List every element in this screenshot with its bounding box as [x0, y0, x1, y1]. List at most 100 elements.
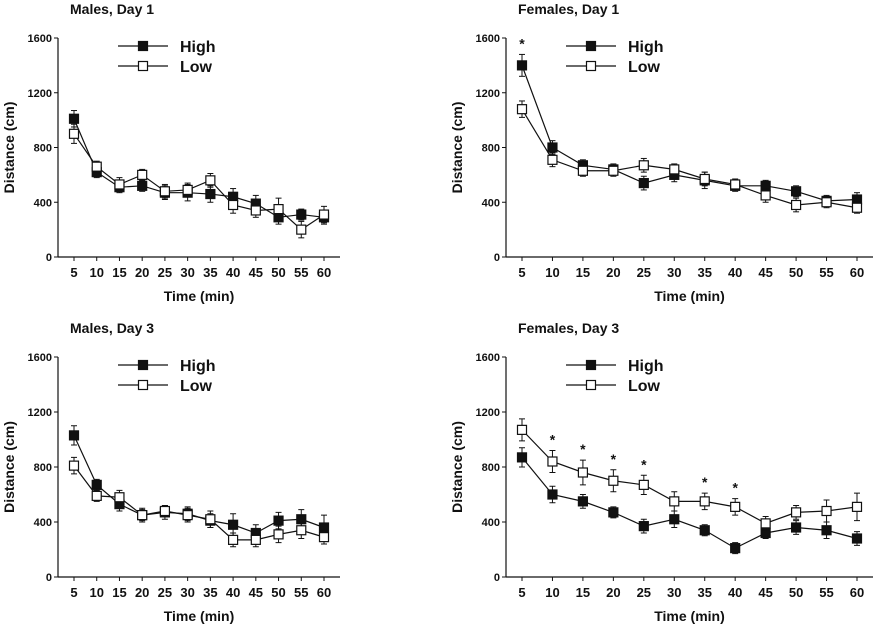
chart-title: Males, Day 3: [70, 320, 154, 336]
x-axis-label: Time (min): [654, 288, 725, 304]
data-point: [91, 161, 102, 172]
legend-label: Low: [180, 59, 213, 76]
data-point: [91, 490, 102, 501]
series-line: [521, 429, 858, 525]
x-tick-label: 55: [294, 585, 308, 600]
data-point: [851, 533, 863, 544]
y-tick-label: 0: [494, 572, 500, 584]
x-tick-label: 30: [180, 265, 194, 280]
series-line: [73, 465, 325, 541]
data-point: [205, 514, 216, 525]
data-point: [699, 525, 710, 536]
data-point: [638, 160, 649, 171]
y-tick-label: 800: [482, 143, 500, 155]
data-point: [68, 128, 80, 139]
legend-marker: [585, 60, 597, 72]
x-tick-label: 50: [789, 585, 803, 600]
data-point: [669, 164, 680, 175]
x-tick-label: 25: [158, 265, 172, 280]
x-tick-label: 45: [249, 585, 263, 600]
data-point: [577, 165, 589, 176]
legend-label: Low: [628, 378, 661, 395]
y-tick-label: 0: [494, 252, 500, 264]
legend-label: High: [628, 39, 664, 56]
x-tick-label: 15: [576, 265, 590, 280]
data-point: [790, 522, 802, 533]
y-tick-label: 800: [34, 143, 52, 155]
data-point: [227, 199, 239, 211]
y-tick-label: 1200: [476, 407, 500, 419]
x-tick-label: 35: [697, 585, 711, 600]
data-point: [547, 154, 558, 165]
x-tick-label: 10: [89, 585, 103, 600]
data-point: [547, 489, 558, 500]
x-tick-label: 55: [819, 265, 833, 280]
x-tick-label: 15: [576, 585, 590, 600]
data-point: [296, 209, 307, 220]
legend-marker: [137, 40, 149, 52]
x-tick-label: 15: [112, 265, 126, 280]
data-point: [851, 202, 863, 213]
data-point: [516, 104, 528, 115]
data-point: [182, 510, 193, 521]
legend: High Low: [566, 358, 664, 395]
data-point: [250, 534, 261, 545]
data-point: [114, 492, 125, 503]
x-tick-label: 60: [850, 265, 864, 280]
x-tick-label: 35: [203, 265, 217, 280]
x-axis-label: Time (min): [164, 608, 235, 624]
data-point: [137, 169, 148, 180]
significance-star: *: [611, 451, 617, 467]
legend-label: Low: [628, 59, 661, 76]
series-high: [516, 447, 863, 555]
x-tick-label: 35: [697, 265, 711, 280]
data-point: [577, 496, 589, 507]
chart-title: Females, Day 3: [518, 320, 619, 336]
data-point: [790, 199, 802, 211]
data-point: [516, 60, 528, 71]
data-point: [821, 197, 832, 208]
x-tick-label: 55: [819, 585, 833, 600]
x-tick-label: 20: [606, 265, 620, 280]
legend-marker: [137, 60, 149, 72]
data-point: [638, 521, 649, 532]
data-point: [790, 507, 802, 518]
legend-marker: [585, 379, 597, 391]
data-point: [205, 175, 216, 186]
x-tick-label: 5: [518, 585, 525, 600]
series-low: [68, 456, 330, 548]
x-tick-label: 40: [226, 265, 240, 280]
significance-star: *: [732, 480, 738, 496]
data-point: [547, 142, 558, 153]
chart-panel-2: Females, Day 1 0 400 800 1200 1600 5 10 15 20 25 30…: [449, 1, 873, 304]
legend: High Low: [566, 39, 664, 76]
y-tick-label: 800: [34, 462, 52, 474]
legend-marker: [585, 40, 597, 52]
x-tick-label: 40: [728, 265, 742, 280]
x-tick-label: 15: [112, 585, 126, 600]
x-tick-label: 35: [203, 585, 217, 600]
x-tick-label: 10: [89, 265, 103, 280]
x-tick-label: 40: [728, 585, 742, 600]
significance-star: *: [702, 474, 708, 490]
chart-title: Males, Day 1: [70, 1, 154, 17]
x-axis-label: Time (min): [654, 608, 725, 624]
x-tick-label: 45: [758, 585, 772, 600]
data-point: [516, 452, 528, 463]
series-line: [521, 456, 858, 549]
y-tick-label: 400: [34, 517, 52, 529]
x-axis-label: Time (min): [164, 288, 235, 304]
y-tick-label: 400: [34, 197, 52, 209]
data-point: [273, 203, 284, 215]
legend-marker: [137, 359, 149, 371]
x-tick-label: 5: [70, 585, 77, 600]
data-point: [296, 525, 307, 536]
data-point: [608, 507, 619, 518]
data-point: [273, 529, 284, 540]
x-tick-label: 20: [606, 585, 620, 600]
legend-label: Low: [180, 378, 213, 395]
y-tick-label: 1600: [476, 33, 500, 45]
x-tick-label: 10: [545, 265, 559, 280]
series-line: [521, 65, 858, 202]
